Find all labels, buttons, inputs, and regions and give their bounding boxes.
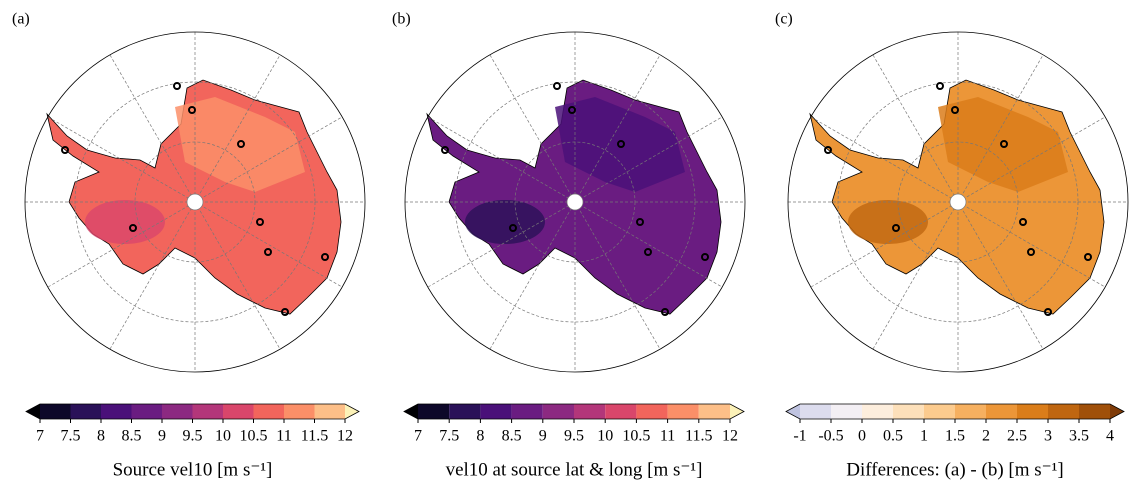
colorbar-tick-label: 10 bbox=[215, 428, 231, 445]
colorbar-tick-label: 7 bbox=[36, 428, 44, 445]
colorbar-bin bbox=[131, 404, 162, 419]
colorbar-tick-label: 2 bbox=[982, 428, 990, 445]
colorbar-bin bbox=[698, 404, 730, 419]
colorbar-bin bbox=[831, 404, 862, 419]
colorbar-bin bbox=[605, 404, 637, 419]
colorbar-bin bbox=[70, 404, 101, 419]
colorbar-bin bbox=[1048, 404, 1079, 419]
colorbar-tick-label: 1.5 bbox=[945, 428, 965, 445]
colorbar-tick-label: 3 bbox=[1044, 428, 1052, 445]
panel-label: (b) bbox=[392, 11, 411, 28]
colorbar-tick-label: 8.5 bbox=[502, 428, 522, 445]
colorbar-tick-label: 10.5 bbox=[622, 428, 650, 445]
colorbar-bin bbox=[511, 404, 543, 419]
colorbar-tick-label: 9.5 bbox=[564, 428, 584, 445]
colorbar-tick-label: 9.5 bbox=[183, 428, 203, 445]
colorbar-extend bbox=[404, 404, 418, 419]
colorbar-title: Source vel10 [m s⁻¹] bbox=[113, 459, 273, 480]
colorbar-tick-label: 10.5 bbox=[240, 428, 268, 445]
colorbar-tick-label: 4 bbox=[1106, 428, 1114, 445]
field-region bbox=[175, 97, 305, 192]
colorbar-bin bbox=[924, 404, 955, 419]
colorbar-tick-label: 7.5 bbox=[439, 428, 459, 445]
colorbar-tick-label: -1 bbox=[793, 428, 806, 445]
colorbar-bin bbox=[542, 404, 574, 419]
colorbar-bin bbox=[418, 404, 450, 419]
colorbar-extend bbox=[786, 404, 800, 419]
colorbar-bin bbox=[955, 404, 986, 419]
colorbar-bin bbox=[893, 404, 924, 419]
panel-label: (a) bbox=[12, 11, 30, 28]
colorbar-tick-label: 8 bbox=[476, 428, 484, 445]
colorbar-tick-label: 1 bbox=[920, 428, 928, 445]
colorbar-tick-label: 8.5 bbox=[122, 428, 142, 445]
colorbar-title: Differences: (a) - (b) [m s⁻¹] bbox=[846, 459, 1063, 480]
map-panel bbox=[787, 31, 1129, 373]
colorbar-tick-label: 11 bbox=[660, 428, 675, 445]
colorbar-tick-label: 8 bbox=[97, 428, 105, 445]
colorbar-tick-label: 2.5 bbox=[1007, 428, 1027, 445]
colorbar-tick-label: 3.5 bbox=[1069, 428, 1089, 445]
colorbar-bin bbox=[862, 404, 893, 419]
colorbar-bin bbox=[162, 404, 193, 419]
panel-label: (c) bbox=[775, 11, 793, 28]
colorbar-bin bbox=[449, 404, 481, 419]
colorbar-bin bbox=[986, 404, 1017, 419]
field-region bbox=[555, 97, 685, 192]
colorbar-tick-label: 12 bbox=[337, 428, 353, 445]
colorbar-bin bbox=[667, 404, 699, 419]
colorbar-bin bbox=[284, 404, 315, 419]
colorbar-bin bbox=[636, 404, 668, 419]
colorbar-bin bbox=[223, 404, 254, 419]
colorbar-bin bbox=[192, 404, 223, 419]
colorbar-tick-label: 10 bbox=[597, 428, 613, 445]
colorbar-bin bbox=[40, 404, 71, 419]
colorbar-tick-label: 7 bbox=[414, 428, 422, 445]
colorbar-tick-label: 11 bbox=[276, 428, 291, 445]
colorbar-tick-label: 0 bbox=[858, 428, 866, 445]
field-region bbox=[848, 200, 928, 244]
colorbar-extend bbox=[345, 404, 359, 419]
colorbar-tick-label: 7.5 bbox=[61, 428, 81, 445]
colorbar-tick-label: 12 bbox=[722, 428, 738, 445]
colorbar-bin bbox=[800, 404, 831, 419]
colorbar-tick-label: -0.5 bbox=[818, 428, 843, 445]
colorbar-bin bbox=[480, 404, 512, 419]
colorbar-tick-label: 0.5 bbox=[883, 428, 903, 445]
colorbar-bin bbox=[101, 404, 132, 419]
colorbar-tick-label: 9 bbox=[539, 428, 547, 445]
colorbar-bin bbox=[1079, 404, 1110, 419]
colorbar-extend bbox=[730, 404, 744, 419]
field-region bbox=[85, 200, 165, 244]
colorbar-extend bbox=[1110, 404, 1124, 419]
colorbar-tick-label: 9 bbox=[158, 428, 166, 445]
field-region bbox=[465, 200, 545, 244]
field-region bbox=[938, 97, 1068, 192]
colorbar-tick-label: 11.5 bbox=[301, 428, 328, 445]
colorbar-bin bbox=[253, 404, 284, 419]
colorbar-bin bbox=[574, 404, 606, 419]
colorbar-title: vel10 at source lat & long [m s⁻¹] bbox=[446, 459, 703, 480]
colorbar-tick-label: 11.5 bbox=[685, 428, 712, 445]
colorbar-bin bbox=[314, 404, 345, 419]
colorbar-bin bbox=[1017, 404, 1048, 419]
map-panel bbox=[404, 31, 746, 373]
map-panel bbox=[24, 31, 366, 373]
colorbar-extend bbox=[26, 404, 40, 419]
